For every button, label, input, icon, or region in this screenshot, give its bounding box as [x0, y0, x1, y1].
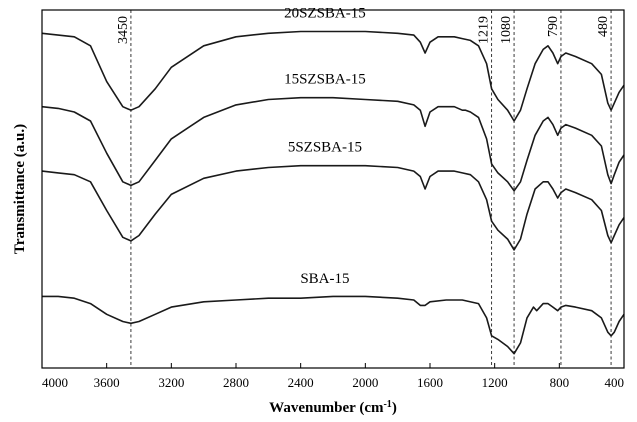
x-tick-label-4000: 4000: [42, 375, 68, 390]
x-tick-label-2000: 2000: [352, 375, 378, 390]
spectra: [41, 30, 625, 355]
series-label-SBA-15: SBA-15: [300, 271, 349, 287]
x-axis-title: Wavenumber (cm-1): [269, 399, 397, 417]
x-tick-label-800: 800: [550, 375, 570, 390]
x-axis-title-end: ): [392, 400, 397, 416]
series-label-15SZSBA-15: 15SZSBA-15: [284, 72, 366, 88]
series-line-15SZSBA-15: [41, 96, 625, 192]
series-line-5SZSBA-15: [41, 164, 625, 251]
series-line-20SZSBA-15: [41, 30, 625, 122]
ref-label-1219: 1219: [477, 16, 492, 44]
series-labels: 20SZSBA-15 15SZSBA-15 5SZSBA-15 SBA-15: [284, 5, 366, 286]
ref-label-1080: 1080: [499, 16, 514, 44]
x-tick-label-2800: 2800: [223, 375, 249, 390]
ref-label-790: 790: [546, 16, 561, 37]
x-axis-ticks: 4000 3600 3200 2800 2400 2000 1600 1200 800 400: [41, 363, 625, 390]
ref-label-480: 480: [596, 16, 611, 37]
reference-lines: 3450 1219 1080 790 480: [116, 10, 612, 368]
x-tick-label-3200: 3200: [158, 375, 184, 390]
x-tick-label-1600: 1600: [417, 375, 443, 390]
x-tick-label-2400: 2400: [288, 375, 314, 390]
plot-frame: [41, 9, 625, 369]
x-tick-label-400: 400: [605, 375, 625, 390]
series-label-5SZSBA-15: 5SZSBA-15: [288, 140, 362, 156]
series-label-20SZSBA-15: 20SZSBA-15: [284, 5, 366, 21]
ref-label-3450: 3450: [116, 16, 131, 44]
x-tick-label-3600: 3600: [94, 375, 120, 390]
x-axis-title-main: Wavenumber (cm: [269, 400, 384, 416]
x-axis-title-sup: -1: [383, 399, 391, 410]
y-axis-title: Transmittance (a.u.): [12, 124, 28, 254]
series-line-SBA-15: [42, 295, 625, 355]
x-tick-label-1200: 1200: [482, 375, 508, 390]
